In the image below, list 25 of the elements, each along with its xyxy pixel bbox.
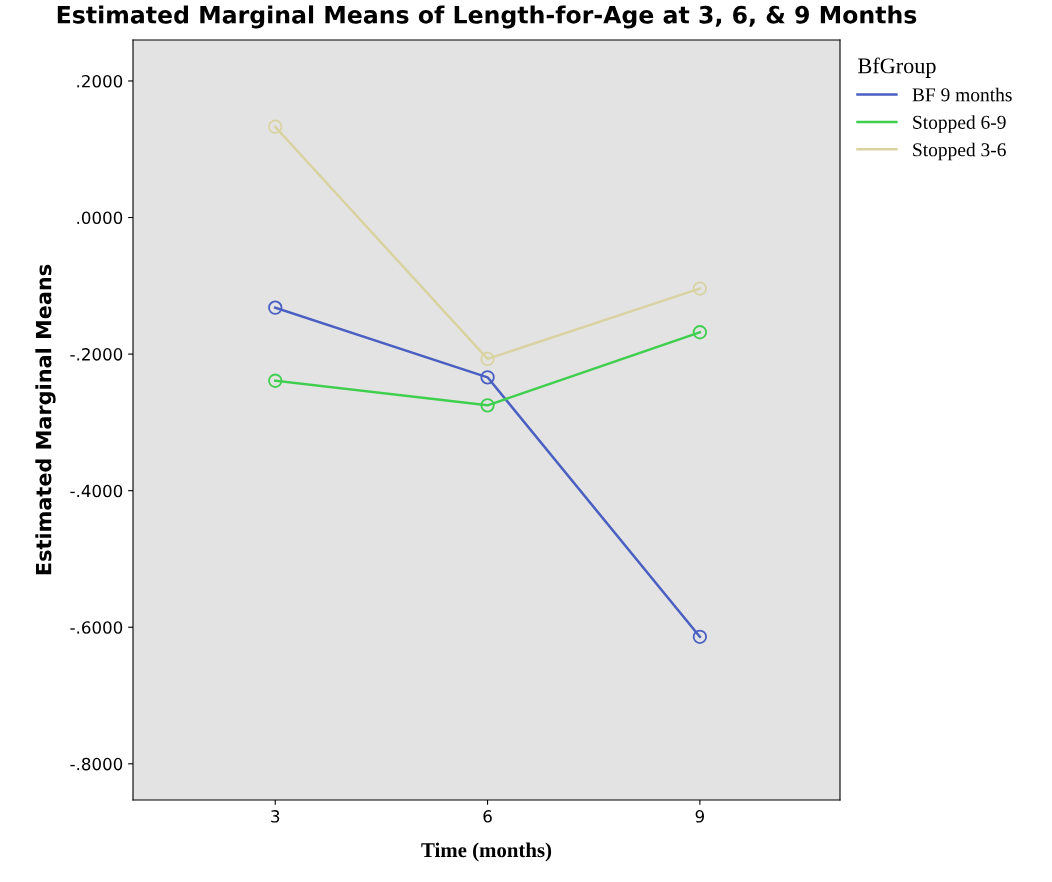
point	[268, 300, 283, 315]
y-tick-label: -.2000	[70, 348, 123, 361]
point	[480, 370, 495, 385]
point	[692, 325, 708, 340]
legend-label: BF 9 months	[912, 87, 1012, 102]
legend-label: Stopped 3-6	[913, 142, 1006, 161]
x-axis-title: Time (months)	[421, 842, 552, 862]
point	[268, 119, 283, 134]
point	[480, 351, 495, 367]
y-tick-label: -.6000	[70, 621, 123, 634]
y-axis-title: Estimated Marginal Means	[35, 264, 56, 575]
y-tick-label: .0000	[77, 211, 123, 225]
point	[692, 281, 708, 296]
x-tick-label: 9	[695, 810, 704, 823]
point	[268, 373, 283, 388]
legend-title: BfGroup	[858, 57, 936, 78]
x-tick-label: 6	[483, 810, 492, 823]
point	[692, 629, 708, 644]
y-tick-label: .2000	[77, 74, 123, 88]
chart-title: Estimated Marginal Means of Length-for-Age at 3, 6, & 9 Months	[57, 5, 917, 29]
y-tick-label: -.4000	[70, 484, 123, 498]
x-tick-label: 3	[271, 810, 280, 823]
legend-label: Stopped 6-9	[913, 115, 1006, 133]
point	[480, 398, 495, 413]
y-tick-label: -.8000	[70, 757, 123, 771]
